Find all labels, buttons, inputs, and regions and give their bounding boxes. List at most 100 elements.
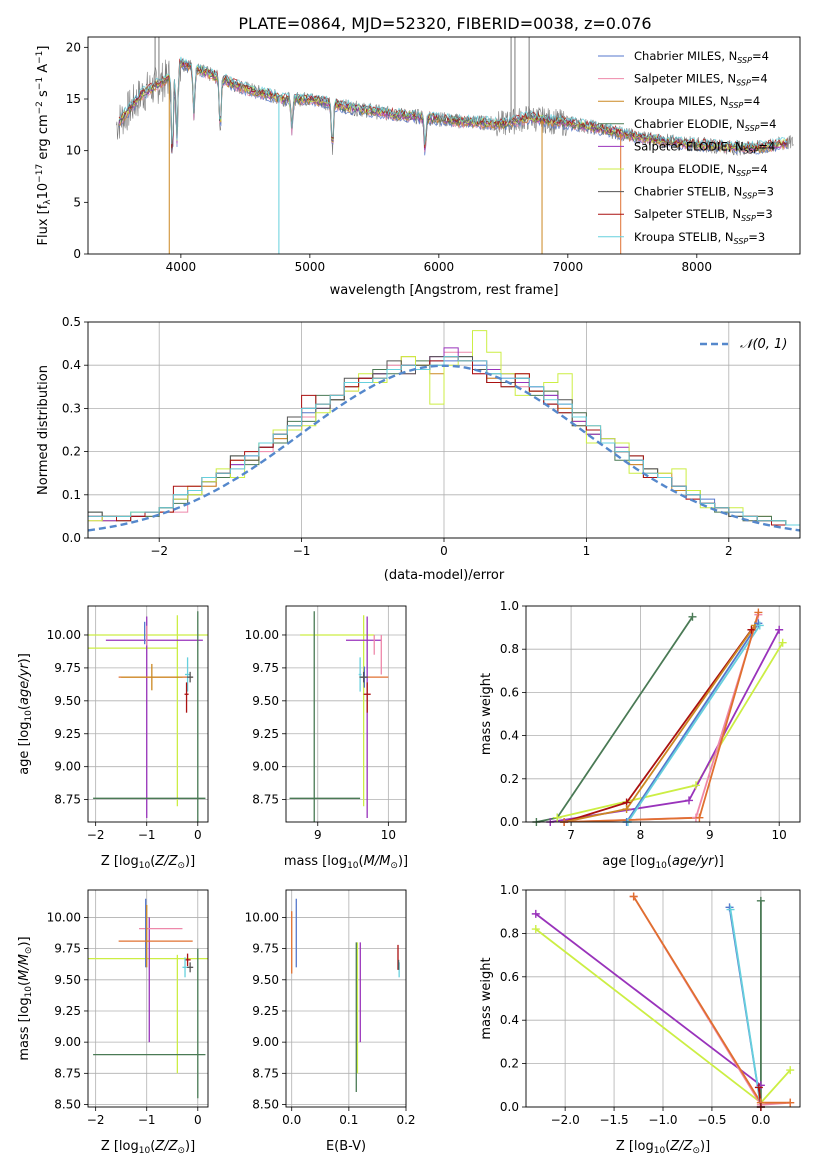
age_vs_Z-plot-area bbox=[88, 611, 208, 822]
residuals-ytick-label: 0.1 bbox=[62, 488, 81, 502]
age_vs_Z-ytick-label: 9.50 bbox=[54, 694, 81, 708]
weight_vs_Z-xlabel-part: 10 bbox=[654, 1146, 666, 1156]
legend-label-sub: SSP bbox=[734, 237, 749, 246]
age_vs_mass-ytick-label: 9.25 bbox=[252, 727, 279, 741]
mass_vs_ebv-xtick-label: 0.0 bbox=[282, 1113, 301, 1127]
spectrum-ylabel-part: 10 bbox=[36, 183, 51, 200]
weight_vs_Z-ytick-label: 0.8 bbox=[500, 926, 519, 940]
spectrum-ylabel-part: −17 bbox=[35, 164, 45, 183]
mass_vs_Z-ylabel-part: ( bbox=[17, 981, 32, 986]
residuals-xtick-label: −2 bbox=[150, 544, 168, 558]
mass_vs_Z-ylabel-part: mass [log bbox=[17, 997, 32, 1060]
weight-line-kroupa_stelib bbox=[627, 624, 761, 822]
mass_vs_ebv-xtick-label: 0.2 bbox=[396, 1113, 415, 1127]
weight-marker-kroupa_elodie bbox=[778, 638, 787, 647]
age_vs_mass-xlabel-part: ( bbox=[359, 854, 364, 869]
age_vs_mass-xlabel-part: 10 bbox=[347, 861, 359, 871]
weight_vs_Z-panel: −2.0 −1.5 −1.0 −0.5 0.0 0.0 0.2 0.4 0.6 0.8 1.0 Z [… bbox=[479, 883, 801, 1156]
age_vs_mass-ytick-label: 8.75 bbox=[252, 793, 279, 807]
mass_vs_Z-xlabel-part: ⊙ bbox=[177, 1146, 185, 1156]
legend-label-base: Salpeter MILES, N bbox=[634, 72, 736, 86]
mass_vs_ebv-panel: 0.0 0.1 0.2 8.50 8.75 9.00 9.25 9.50 9.75 10.00 E(… bbox=[245, 889, 416, 1154]
age_vs_Z-xlabel-part: ( bbox=[150, 854, 155, 869]
age_vs_Z-ylabel: age [log10(age/yr)] bbox=[17, 653, 34, 775]
age_vs_mass-plot-area bbox=[289, 611, 389, 822]
age_vs_Z-xlabel-part: ⊙ bbox=[177, 861, 185, 871]
age_vs_mass-ytick-label: 9.50 bbox=[252, 694, 279, 708]
weight_vs_age-xlabel-part: 10 bbox=[655, 861, 667, 871]
spectrum-model-kroupa_stelib bbox=[118, 56, 788, 149]
spectrum-ylabel-part: ] bbox=[36, 46, 51, 51]
gaussian-legend-label: 𝒩(0, 1) bbox=[740, 337, 787, 352]
spectrum-frame bbox=[87, 36, 801, 255]
age_vs_Z-ytick-label: 9.25 bbox=[54, 727, 81, 741]
mass_vs_ebv-plot-area bbox=[291, 898, 400, 1093]
weight_vs_Z-ylabel: mass weight bbox=[479, 957, 494, 1039]
mass_vs_Z-ytick-label: 9.50 bbox=[54, 973, 81, 987]
mass_vs_Z-ylabel-part: )] bbox=[17, 936, 32, 946]
mass_vs_Z-ytick-label: 10.00 bbox=[47, 910, 81, 924]
mass_vs_Z-ytick-label: 9.25 bbox=[54, 1004, 81, 1018]
age_vs_mass-xlabel-part: ⊙ bbox=[390, 861, 398, 871]
weight-line-kroupa_elodie bbox=[556, 642, 784, 819]
weight_vs_age-xlabel: age [log10(age/yr)] bbox=[602, 854, 724, 871]
weight_vs_Z-xtick-label: 0.0 bbox=[751, 1113, 770, 1127]
age_vs_Z-xlabel: Z [log10(Z/Z⊙)] bbox=[101, 854, 195, 871]
mass_vs_Z-xlabel-part: Z/Z bbox=[154, 1139, 178, 1154]
age_vs_mass-ytick-label: 9.00 bbox=[252, 760, 279, 774]
age_vs_mass-xlabel-part: M/M bbox=[364, 854, 391, 869]
mass_vs_ebv-ytick-label: 9.25 bbox=[252, 1004, 279, 1018]
age_vs_Z-ytick-label: 10.00 bbox=[47, 628, 81, 642]
weight_vs_age-ytick-label: 0.0 bbox=[500, 815, 519, 829]
age_vs_Z-ylabel-part: )] bbox=[17, 653, 32, 663]
hist-step-kroupa_stelib bbox=[88, 356, 800, 538]
mass_vs_Z-panel: −2 −1 0 8.50 8.75 9.00 9.25 9.50 9.75 10.00 Z [log… bbox=[17, 889, 209, 1156]
weight-line-salpeter_elodie bbox=[535, 913, 762, 1087]
mass_vs_ebv-ytick-label: 8.50 bbox=[252, 1098, 279, 1112]
legend-label-tail: =3 bbox=[748, 230, 765, 244]
age_vs_mass-ytick-label: 9.75 bbox=[252, 661, 279, 675]
weight_vs_age-ytick-label: 1.0 bbox=[500, 599, 519, 613]
spectrum-xtick-label: 6000 bbox=[424, 260, 455, 274]
age_vs_Z-ytick-label: 9.75 bbox=[54, 661, 81, 675]
weight_vs_Z-xtick-label: −1.0 bbox=[648, 1113, 677, 1127]
legend-label-chabrier_miles: Chabrier MILES, NSSP=4 bbox=[634, 49, 769, 65]
weight_vs_age-xtick-label: 8 bbox=[637, 828, 645, 842]
weight_vs_age-xlabel-part: )] bbox=[714, 854, 724, 869]
mass_vs_ebv-xlabel-part: E(B-V) bbox=[326, 1139, 366, 1154]
weight_vs_age-xtick-label: 9 bbox=[706, 828, 714, 842]
spectrum-ytick-label: 20 bbox=[66, 40, 81, 54]
weight_vs_Z-ytick-label: 0.4 bbox=[500, 1013, 519, 1027]
spectrum-ylabel-part: −1 bbox=[35, 77, 45, 90]
spectrum-xlabel: wavelength [Angstrom, rest frame] bbox=[330, 283, 559, 298]
weight-marker-chabrier_elodie bbox=[756, 896, 765, 905]
weight_vs_Z-xlabel-part: Z [log bbox=[616, 1139, 654, 1154]
age_vs_Z-ylabel-part: age/yr bbox=[17, 662, 32, 705]
mass_vs_Z-ylabel: mass [log10(M/M⊙)] bbox=[17, 936, 34, 1060]
legend-label-sub: SSP bbox=[737, 56, 752, 65]
mass_vs_Z-ylabel-part: ⊙ bbox=[24, 947, 34, 955]
age_vs_mass-xlabel-part: mass [log bbox=[284, 854, 347, 869]
weight_vs_Z-xlabel-part: ⊙ bbox=[692, 1146, 700, 1156]
weight_vs_age-ytick-label: 0.6 bbox=[500, 685, 519, 699]
legend-label-sub: SSP bbox=[736, 79, 751, 88]
weight_vs_age-xtick-label: 7 bbox=[567, 828, 575, 842]
weight_vs_age-ytick-label: 0.4 bbox=[500, 729, 519, 743]
weight_vs_Z-ytick-label: 1.0 bbox=[500, 883, 519, 897]
residuals-xlabel: (data-model)/error bbox=[384, 568, 505, 583]
residuals-xtick-label: −1 bbox=[293, 544, 311, 558]
weight-marker-kroupa_stelib bbox=[755, 621, 764, 630]
legend-label-sub: SSP bbox=[736, 169, 751, 178]
legend-label-kroupa_stelib: Kroupa STELIB, NSSP=3 bbox=[634, 230, 765, 246]
weight_vs_age-ytick-label: 0.8 bbox=[500, 642, 519, 656]
weight_vs_Z-ytick-label: 0.0 bbox=[500, 1100, 519, 1114]
legend-label-sub: SSP bbox=[744, 146, 759, 155]
spectrum-xtick-label: 7000 bbox=[553, 260, 584, 274]
weight_vs_Z-xlabel-part: Z/Z bbox=[669, 1139, 693, 1154]
weight-marker-kroupa_elodie bbox=[691, 781, 700, 790]
age_vs_mass-xlabel-part: )] bbox=[398, 854, 408, 869]
age_vs_Z-xlabel-part: Z [log bbox=[101, 854, 139, 869]
age_vs_mass-frame bbox=[285, 605, 407, 823]
age_vs_mass-xlabel: mass [log10(M/M⊙)] bbox=[284, 854, 408, 871]
age_vs_Z-ytick-label: 9.00 bbox=[54, 760, 81, 774]
